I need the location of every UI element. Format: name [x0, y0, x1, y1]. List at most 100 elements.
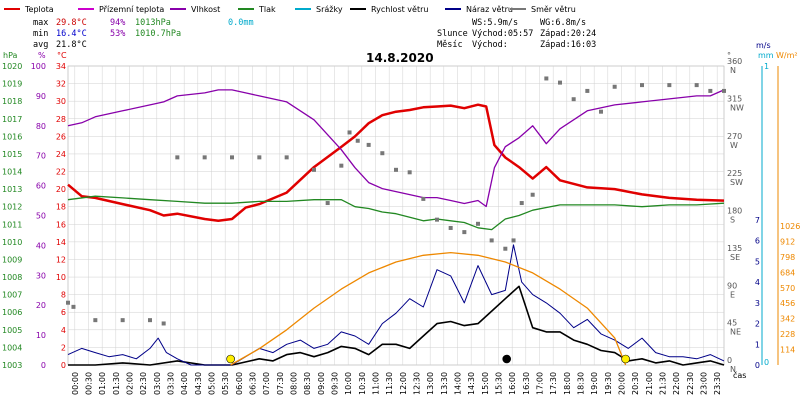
point-smer-vetru [435, 217, 439, 222]
tick-compass: SW [730, 178, 743, 187]
stats-min-press: 1010.7hPa [135, 29, 181, 39]
tick-wind: 6 [755, 237, 760, 246]
tick-wind: 1 [755, 340, 760, 349]
sun-rise: Východ:05:57 [472, 29, 533, 39]
tick-direction: 360 [727, 57, 742, 66]
tick-time: 18:00 [563, 372, 572, 395]
series-naraz-vetru [67, 244, 725, 366]
point-smer-vetru [421, 196, 426, 201]
tick-temp: 34 [56, 62, 66, 71]
series-teplota [67, 103, 725, 223]
tick-radiation: 798 [780, 253, 795, 262]
point-smer-vetru [202, 155, 207, 160]
tick-compass: NW [730, 103, 744, 112]
point-smer-vetru [667, 83, 672, 88]
tick-temp: 24 [56, 150, 66, 159]
point-smer-vetru [93, 318, 98, 323]
tick-compass: SE [730, 253, 740, 262]
tick-humidity: 40 [36, 241, 46, 250]
point-smer-vetru [355, 138, 360, 143]
tick-time: 23:00 [700, 372, 709, 395]
tick-time: 21:30 [659, 372, 668, 395]
tick-temp: 18 [56, 203, 66, 212]
tick-humidity: 100 [31, 62, 46, 71]
tick-compass: NE [730, 328, 741, 337]
tick-radiation: 228 [780, 330, 795, 339]
tick-temp: 16 [56, 220, 66, 229]
chart-title: 14.8.2020 [366, 51, 434, 65]
axis-unit-labels: hPa % °C ° m/s mm W/m² čas [3, 41, 798, 380]
tick-time: 06:00 [235, 372, 244, 395]
tick-radiation: 912 [780, 237, 795, 246]
tick-time: 04:00 [180, 372, 189, 395]
tick-humidity: 0 [41, 361, 46, 370]
legend: Teplota Přízemní teplota Vlhkost Tlak Srážky… [4, 5, 576, 14]
tick-time: 13:30 [440, 372, 449, 395]
tick-time: 15:30 [495, 372, 504, 395]
moon-set: Západ:16:03 [540, 40, 596, 50]
tick-time: 01:30 [112, 372, 121, 395]
wind-ws: WS:5.9m/s [472, 18, 518, 28]
tick-time: 14:00 [454, 372, 463, 395]
tick-time: 03:00 [153, 372, 162, 395]
point-smer-vetru [544, 76, 549, 81]
tick-pressure: 1004 [2, 343, 22, 352]
series-tlak [67, 195, 725, 231]
tick-temp: 6 [61, 308, 66, 317]
tick-compass: N [730, 365, 736, 374]
point-smer-vetru [708, 88, 713, 93]
tick-pressure: 1018 [2, 97, 22, 106]
point-smer-vetru [366, 142, 371, 147]
tick-time: 05:00 [208, 372, 217, 395]
point-smer-vetru [448, 225, 453, 230]
tick-time: 11:00 [372, 372, 381, 395]
tick-time: 10:00 [344, 372, 353, 395]
point-smer-vetru [476, 221, 480, 226]
tick-direction: 45 [727, 319, 737, 328]
tick-time: 00:30 [85, 372, 94, 395]
tick-humidity: 70 [36, 152, 46, 161]
tick-temp: 8 [61, 291, 66, 300]
legend-label-smer: Směr větru [531, 5, 576, 14]
tick-time: 07:00 [262, 372, 271, 395]
stats-max-hum: 94% [110, 18, 125, 28]
tick-compass: S [730, 216, 735, 225]
moon-rise: Východ: [472, 40, 508, 50]
point-smer-vetru [694, 83, 699, 88]
point-smer-vetru [599, 109, 603, 114]
tick-time: 14:30 [467, 372, 476, 395]
tick-pressure: 1014 [2, 168, 22, 177]
legend-label-tlak: Tlak [258, 5, 276, 14]
tick-humidity: 30 [36, 271, 46, 280]
tick-wind: 3 [755, 299, 760, 308]
tick-time: 12:00 [399, 372, 408, 395]
point-smer-vetru [284, 155, 289, 160]
tick-radiation: 684 [780, 268, 795, 277]
unit-mm: mm [758, 51, 774, 60]
point-smer-vetru [394, 167, 398, 172]
series-vlhkost [67, 89, 725, 208]
tick-pressure: 1005 [2, 326, 22, 335]
point-smer-vetru [519, 201, 524, 206]
tick-wind: 4 [755, 278, 760, 287]
tick-time: 16:00 [508, 372, 517, 395]
tick-time: 02:30 [139, 372, 148, 395]
tick-time: 16:30 [522, 372, 531, 395]
wind-sun-block: WS:5.9m/s WG:6.8m/s Slunce Východ:05:57 … [437, 18, 596, 50]
tick-time: 10:30 [358, 372, 367, 395]
tick-temp: 4 [61, 326, 66, 335]
stats-max-label: max [33, 18, 48, 28]
tick-time: 22:00 [672, 372, 681, 395]
tick-time: 06:30 [249, 372, 258, 395]
wind-wg: WG:6.8m/s [540, 18, 586, 28]
tick-time: 08:30 [303, 372, 312, 395]
tick-radiation: 1026 [780, 222, 800, 231]
tick-temp: 2 [61, 343, 66, 352]
tick-pressure: 1003 [2, 361, 22, 370]
point-smer-vetru [312, 167, 316, 172]
tick-humidity: 60 [36, 182, 46, 191]
moon-label: Měsíc [437, 40, 463, 50]
tick-temp: 26 [56, 132, 66, 141]
axes: 3432302826242220181614121086420102010191… [2, 57, 800, 395]
